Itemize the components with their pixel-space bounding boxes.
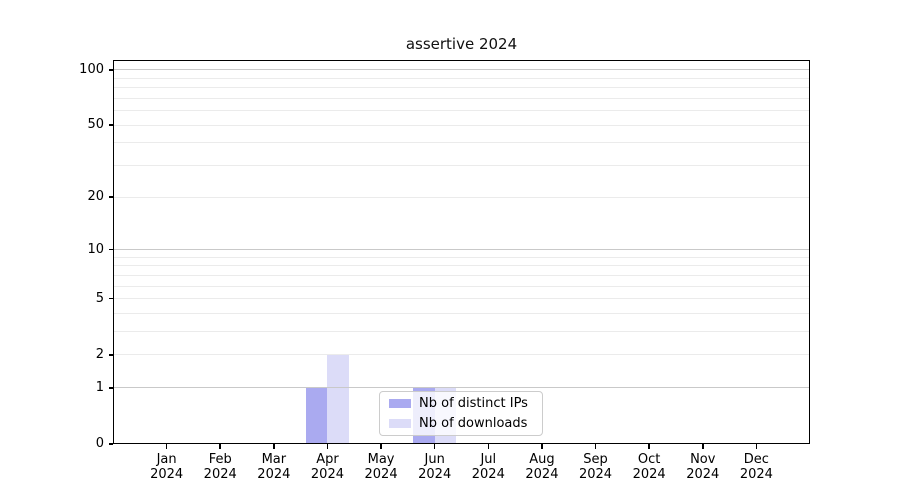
legend-swatch-downloads-icon bbox=[389, 418, 411, 428]
minor-gridline bbox=[113, 298, 810, 300]
y-axis-tick bbox=[109, 248, 113, 251]
legend-item-downloads: Nb of downloads bbox=[389, 416, 542, 431]
x-axis-tick bbox=[219, 444, 221, 449]
legend-item-distinct-ips: Nb of distinct IPs bbox=[389, 396, 542, 411]
minor-gridline bbox=[113, 274, 810, 276]
x-tick-label: Jul 2024 bbox=[471, 452, 505, 482]
x-tick-label: Aug 2024 bbox=[525, 452, 559, 482]
x-tick-label: Jan 2024 bbox=[150, 452, 184, 482]
minor-gridline bbox=[113, 313, 810, 314]
y-axis-tick bbox=[109, 124, 113, 126]
x-tick-label: Feb 2024 bbox=[203, 452, 237, 482]
minor-gridline bbox=[113, 142, 810, 144]
minor-gridline bbox=[113, 256, 810, 258]
x-tick-label: Sep 2024 bbox=[578, 452, 613, 482]
y-tick-label: 2 bbox=[95, 346, 104, 362]
minor-gridline bbox=[113, 97, 810, 99]
minor-gridline bbox=[113, 87, 810, 89]
y-tick-label: 50 bbox=[87, 117, 104, 133]
x-axis-tick bbox=[594, 444, 597, 449]
x-axis-tick bbox=[273, 444, 275, 449]
legend-label-downloads: Nb of downloads bbox=[419, 415, 528, 431]
x-axis-tick bbox=[433, 444, 436, 449]
minor-gridline bbox=[113, 110, 810, 112]
minor-gridline bbox=[113, 196, 810, 198]
y-axis-tick bbox=[109, 69, 113, 71]
legend-label-distinct-ips: Nb of distinct IPs bbox=[419, 396, 528, 412]
major-gridline bbox=[113, 387, 810, 389]
minor-gridline bbox=[113, 354, 810, 356]
y-axis-tick bbox=[109, 443, 113, 445]
x-axis-tick bbox=[380, 444, 382, 449]
minor-gridline bbox=[113, 265, 810, 267]
x-axis-tick bbox=[541, 444, 543, 449]
x-axis-tick bbox=[487, 444, 490, 449]
major-gridline bbox=[113, 69, 810, 71]
major-gridline bbox=[113, 249, 810, 251]
x-tick-label: Apr 2024 bbox=[310, 452, 344, 482]
y-axis-tick bbox=[109, 297, 113, 300]
y-tick-label: 5 bbox=[95, 290, 104, 306]
chart-title: assertive 2024 bbox=[405, 35, 518, 53]
legend: Nb of distinct IPs Nb of downloads bbox=[379, 391, 543, 436]
y-tick-label: 1 bbox=[95, 379, 104, 395]
bar-apr-distinct-ips bbox=[305, 387, 328, 444]
x-tick-label: May 2024 bbox=[364, 452, 398, 482]
bar-apr-downloads bbox=[327, 354, 349, 444]
y-axis-tick bbox=[109, 196, 113, 198]
x-tick-label: Dec 2024 bbox=[739, 452, 773, 482]
y-tick-label: 20 bbox=[87, 189, 104, 205]
x-axis-tick bbox=[702, 444, 704, 449]
minor-gridline bbox=[113, 77, 810, 79]
minor-gridline bbox=[113, 331, 810, 333]
y-tick-label: 100 bbox=[79, 61, 104, 77]
y-tick-label: 10 bbox=[87, 241, 104, 257]
minor-gridline bbox=[113, 165, 810, 167]
legend-swatch-distinct-ips-icon bbox=[389, 399, 411, 409]
x-axis-tick bbox=[165, 444, 168, 449]
x-axis-tick bbox=[755, 444, 758, 449]
plot-area bbox=[113, 60, 810, 444]
minor-gridline bbox=[113, 285, 810, 287]
x-tick-label: Jun 2024 bbox=[418, 452, 452, 482]
minor-gridline bbox=[113, 124, 810, 126]
x-tick-label: Oct 2024 bbox=[632, 452, 666, 482]
x-axis-tick bbox=[326, 444, 329, 449]
x-tick-label: Nov 2024 bbox=[686, 452, 720, 482]
x-tick-label: Mar 2024 bbox=[257, 452, 291, 482]
y-axis-tick bbox=[109, 354, 113, 356]
x-axis-tick bbox=[648, 444, 650, 449]
y-tick-label: 0 bbox=[95, 436, 104, 451]
y-axis-tick bbox=[109, 387, 113, 389]
